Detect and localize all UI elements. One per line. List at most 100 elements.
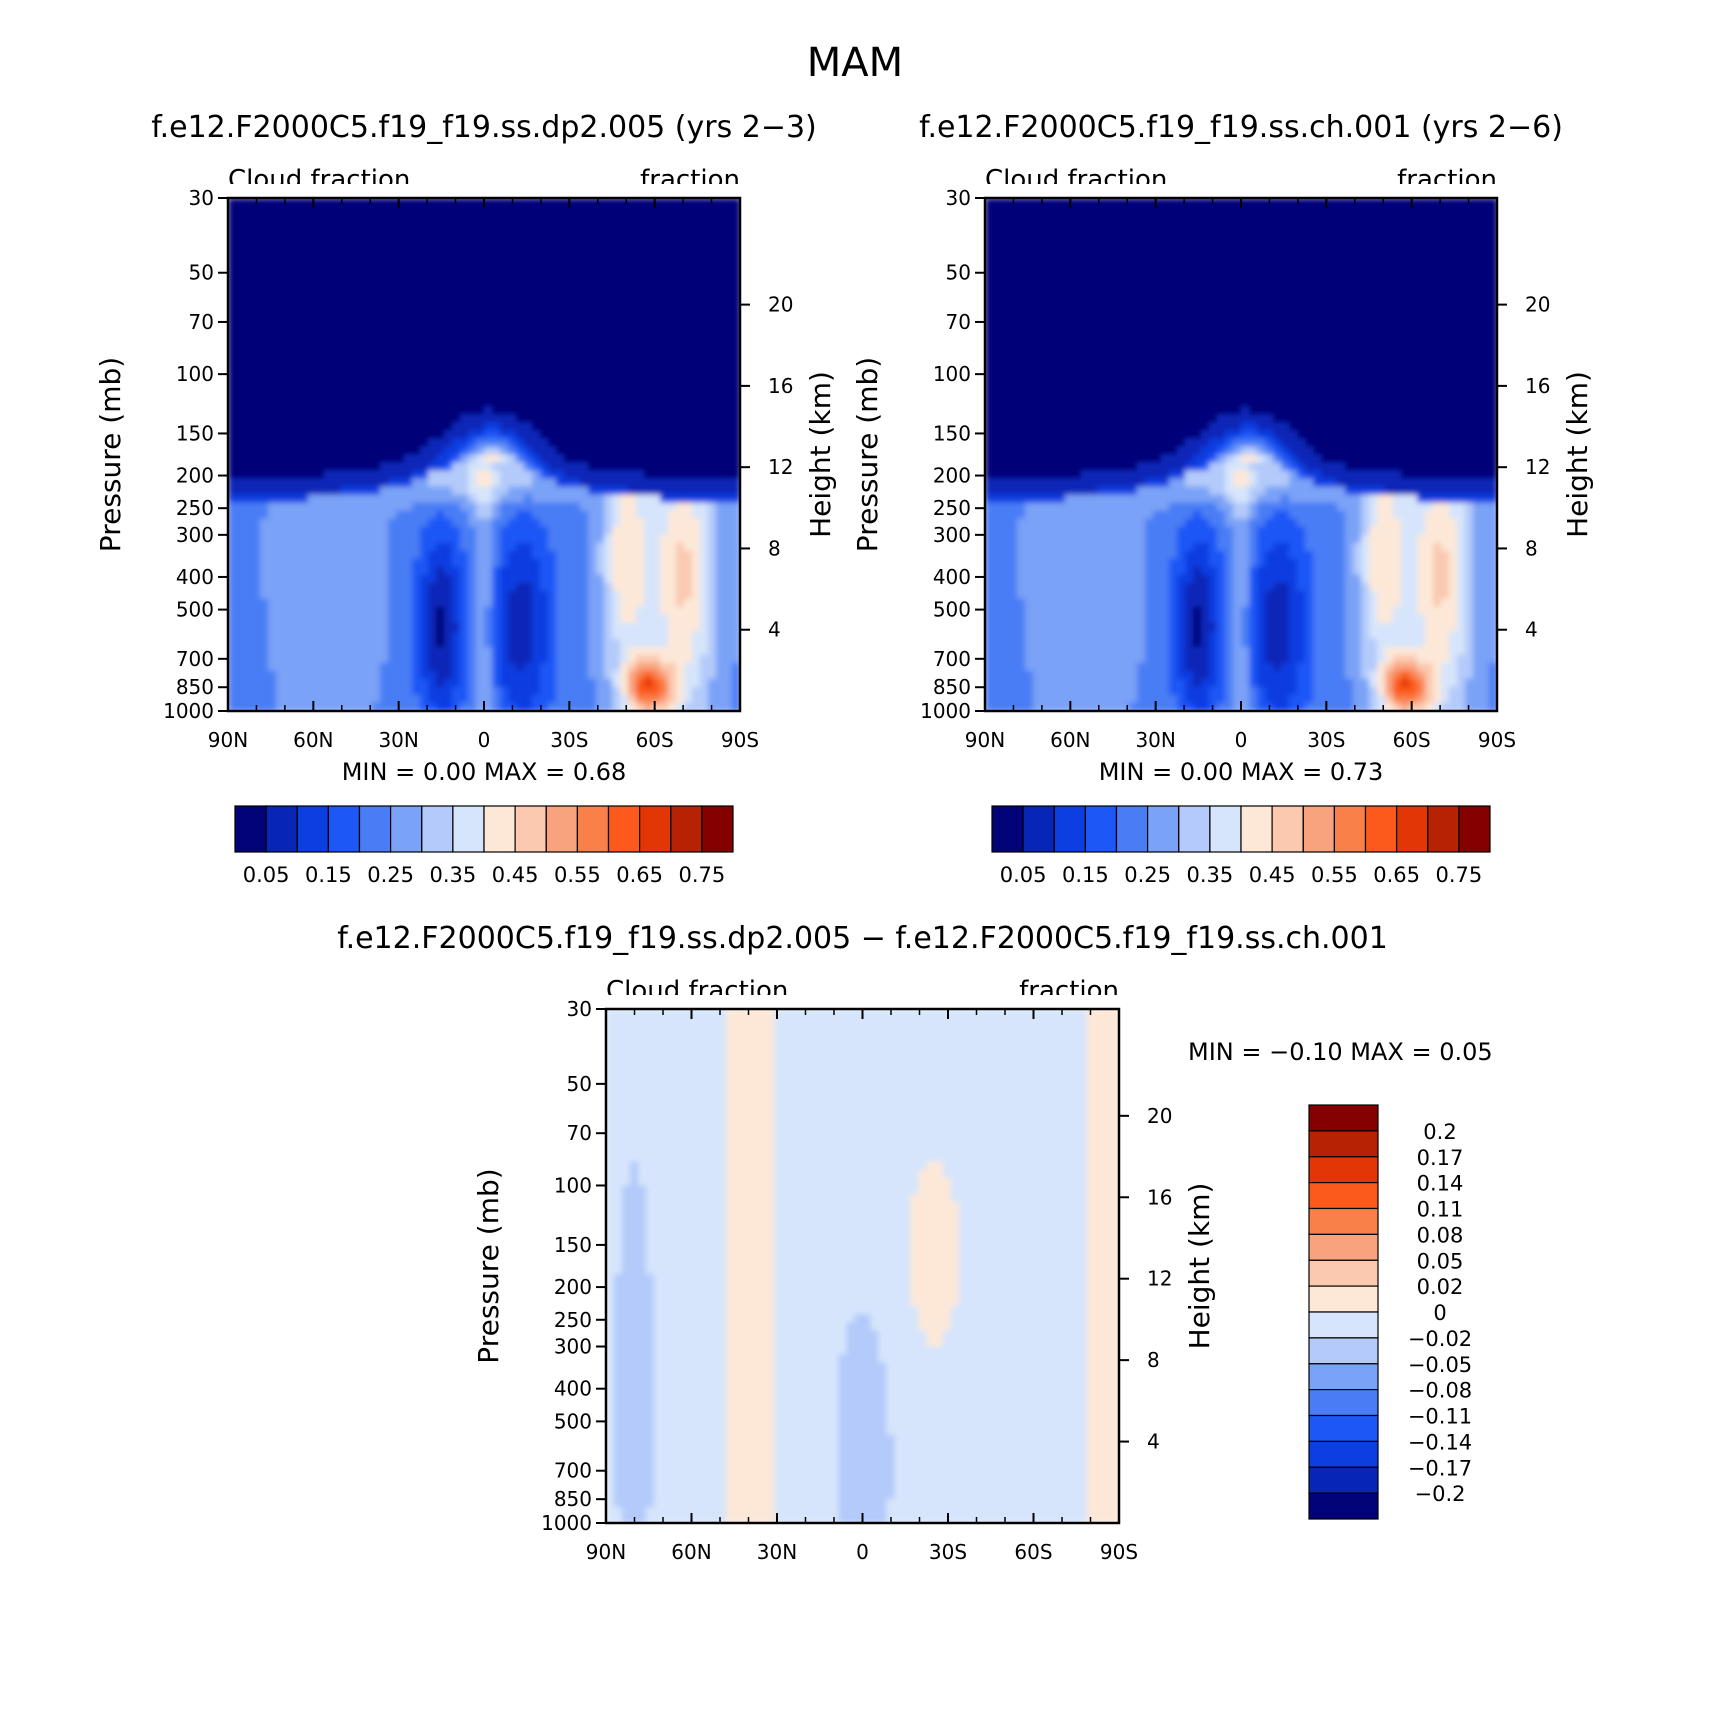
field-cell — [428, 494, 437, 504]
field-cell — [292, 438, 301, 448]
field-cell — [308, 502, 317, 512]
field-cell — [1153, 222, 1162, 231]
field-cell — [356, 198, 365, 207]
field-cell — [236, 582, 245, 592]
field-cell — [732, 262, 741, 271]
field-cell — [412, 526, 421, 536]
field-cell — [300, 350, 309, 360]
field-cell — [516, 318, 525, 327]
field-cell — [452, 318, 461, 327]
field-cell — [700, 550, 709, 560]
field-cell — [1265, 286, 1274, 295]
field-cell — [468, 358, 477, 368]
field-cell — [500, 206, 509, 215]
field-cell — [268, 414, 277, 424]
field-cell — [628, 302, 637, 311]
field-cell — [596, 310, 605, 319]
field-cell — [1129, 270, 1138, 279]
field-cell — [460, 662, 469, 672]
field-cell — [324, 422, 333, 432]
field-cell — [684, 374, 693, 384]
field-cell — [708, 438, 717, 448]
field-cell — [636, 270, 645, 279]
field-cell — [604, 318, 613, 327]
field-cell — [1353, 214, 1362, 223]
field-cell — [356, 662, 365, 672]
field-cell — [628, 598, 637, 608]
field-cell — [1369, 198, 1378, 207]
field-cell — [1017, 254, 1026, 263]
field-cell — [236, 654, 245, 664]
field-cell — [1313, 222, 1322, 231]
field-cell — [708, 422, 717, 432]
field-cell — [252, 590, 261, 600]
field-cell — [1481, 214, 1490, 223]
field-cell — [1345, 198, 1354, 207]
field-cell — [300, 550, 309, 560]
field-cell — [356, 262, 365, 271]
field-cell — [300, 654, 309, 664]
field-cell — [1113, 238, 1122, 247]
field-cell — [1393, 230, 1402, 239]
field-cell — [692, 318, 701, 327]
field-cell — [676, 342, 685, 352]
field-cell — [396, 270, 405, 279]
field-cell — [316, 470, 325, 480]
field-cell — [540, 662, 549, 672]
field-cell — [684, 566, 693, 576]
field-cell — [660, 438, 669, 448]
field-cell — [684, 494, 693, 504]
field-cell — [588, 310, 597, 319]
field-cell — [324, 494, 333, 504]
field-cell — [324, 198, 333, 207]
field-cell — [628, 366, 637, 376]
field-cell — [620, 703, 629, 712]
field-cell — [524, 318, 533, 327]
field-cell — [1305, 198, 1314, 207]
field-cell — [564, 254, 573, 263]
field-cell — [324, 398, 333, 408]
field-cell — [684, 334, 693, 344]
field-cell — [300, 270, 309, 279]
field-cell — [444, 566, 453, 576]
field-cell — [332, 638, 341, 648]
field-cell — [708, 270, 717, 279]
field-cell — [596, 390, 605, 400]
field-cell — [1217, 230, 1226, 239]
field-cell — [516, 294, 525, 303]
field-cell — [332, 262, 341, 271]
field-cell — [460, 222, 469, 231]
field-cell — [300, 326, 309, 336]
field-cell — [684, 206, 693, 215]
field-cell — [700, 342, 709, 352]
field-cell — [340, 510, 349, 520]
field-cell — [628, 462, 637, 472]
field-cell — [1033, 294, 1042, 303]
field-cell — [660, 670, 669, 680]
field-cell — [380, 518, 389, 528]
field-cell — [684, 438, 693, 448]
field-cell — [420, 662, 429, 672]
field-cell — [356, 342, 365, 352]
field-cell — [1089, 198, 1098, 207]
field-cell — [993, 214, 1002, 223]
field-cell — [524, 695, 533, 704]
field-cell — [716, 687, 725, 696]
field-cell — [228, 342, 237, 352]
field-cell — [684, 430, 693, 440]
field-cell — [396, 390, 405, 400]
field-cell — [636, 446, 645, 456]
field-cell — [548, 390, 557, 400]
field-cell — [476, 687, 485, 696]
field-cell — [316, 662, 325, 672]
field-cell — [244, 414, 253, 424]
field-cell — [428, 654, 437, 664]
field-cell — [708, 695, 717, 704]
field-cell — [700, 510, 709, 520]
field-cell — [508, 446, 517, 456]
field-cell — [700, 374, 709, 384]
field-cell — [348, 286, 357, 295]
field-cell — [580, 454, 589, 464]
field-cell — [372, 494, 381, 504]
field-cell — [652, 214, 661, 223]
